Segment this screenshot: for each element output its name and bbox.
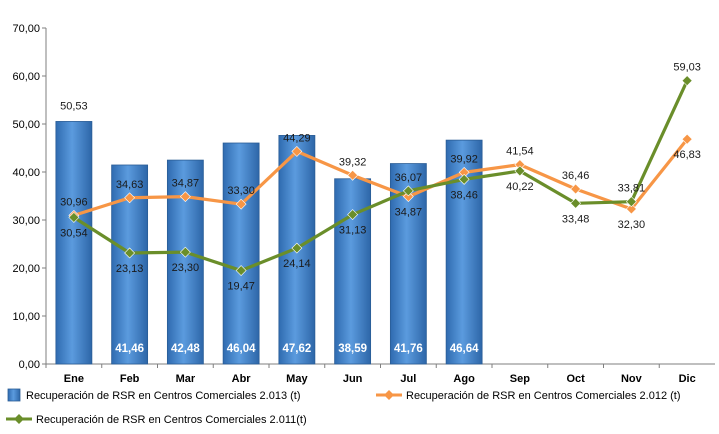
label-2012-feb: 34,63 xyxy=(116,179,144,191)
marker-2011-nov xyxy=(625,196,637,208)
bar-label-2013-ago: 46,64 xyxy=(450,343,479,355)
x-tick-label: Ago xyxy=(453,373,475,385)
marker-2011-mar xyxy=(179,246,191,258)
label-2011-jun: 31,13 xyxy=(339,225,367,237)
marker-2012-may xyxy=(291,145,303,157)
x-tick-label: Sep xyxy=(510,373,530,385)
marker-2011-dic xyxy=(681,75,693,87)
y-tick-label: 70,00 xyxy=(12,23,40,35)
label-2011-ago: 38,46 xyxy=(450,189,478,201)
marker-2011-ene xyxy=(68,211,80,223)
y-tick-label: 30,00 xyxy=(12,215,40,227)
marker-2011-feb xyxy=(124,247,136,259)
marker-2011-sep xyxy=(514,165,526,177)
legend-label-2011: Recuperación de RSR en Centros Comercial… xyxy=(36,414,307,426)
label-2012-abr: 33,30 xyxy=(227,185,255,197)
x-tick-label: Oct xyxy=(566,373,585,385)
label-2012-jun: 39,32 xyxy=(339,156,367,168)
label-2011-sep: 40,22 xyxy=(506,181,534,193)
marker-2011-may xyxy=(291,242,303,254)
bar-label-2013-jun: 38,59 xyxy=(338,343,367,355)
label-2011-oct: 33,48 xyxy=(562,213,590,225)
bar-label-2013-may: 47,62 xyxy=(282,343,311,355)
legend-marker-2011 xyxy=(14,414,24,424)
x-tick-label: Feb xyxy=(120,373,140,385)
bar-2013-jun xyxy=(334,178,372,365)
x-tick-label: Dic xyxy=(679,373,696,385)
bar-label-2013-jul: 41,76 xyxy=(394,343,423,355)
label-2012-mar: 34,87 xyxy=(172,178,200,190)
line-2011 xyxy=(73,79,689,273)
x-tick-label: Jul xyxy=(400,373,416,385)
line-2012 xyxy=(73,138,689,217)
marker-2011-jun xyxy=(347,209,359,221)
marker-2012-feb xyxy=(124,192,136,204)
legend-label-2012: Recuperación de RSR en Centros Comercial… xyxy=(406,390,681,402)
x-tick-label: May xyxy=(286,373,308,385)
marker-2012-nov xyxy=(625,203,637,215)
marker-2012-abr xyxy=(235,198,247,210)
label-2011-abr: 19,47 xyxy=(227,281,255,293)
x-tick-label: Abr xyxy=(232,373,252,385)
bar-label-2013-abr: 46,04 xyxy=(227,343,256,355)
label-2012-nov: 32,30 xyxy=(618,219,646,231)
marker-2011-abr xyxy=(235,265,247,276)
marker-2012-dic xyxy=(681,133,693,145)
marker-2011-ago xyxy=(458,173,470,185)
label-2012-sep: 41,54 xyxy=(506,146,534,158)
label-2011-mar: 23,30 xyxy=(172,262,200,274)
label-2012-may: 44,29 xyxy=(283,132,311,144)
legend-swatch-2013 xyxy=(7,388,21,402)
bar-2013-ene xyxy=(55,121,93,365)
marker-2012-oct xyxy=(570,183,582,195)
marker-2011-oct xyxy=(570,197,582,209)
marker-2012-mar xyxy=(179,191,191,203)
marker-2012-jun xyxy=(347,169,359,181)
y-tick-label: 40,00 xyxy=(12,167,40,179)
x-tick-label: Mar xyxy=(176,373,196,385)
label-2012-ene: 30,96 xyxy=(60,196,88,208)
label-2011-dic: 59,03 xyxy=(673,62,701,74)
y-tick-label: 20,00 xyxy=(12,263,40,275)
label-2011-feb: 23,13 xyxy=(116,263,144,275)
marker-2012-jul xyxy=(402,191,414,203)
label-2012-oct: 36,46 xyxy=(562,170,590,182)
y-tick-label: 60,00 xyxy=(12,71,40,83)
bar-label-2013-feb: 41,46 xyxy=(115,343,144,355)
x-tick-label: Nov xyxy=(621,373,643,385)
bar-label-2013-ene: 50,53 xyxy=(60,100,88,112)
label-2011-may: 24,14 xyxy=(283,258,311,270)
legend-marker-2012 xyxy=(384,390,394,400)
label-2012-jul: 34,87 xyxy=(395,207,423,219)
y-tick-label: 10,00 xyxy=(12,311,40,323)
marker-2011-jul xyxy=(402,185,414,197)
y-tick-label: 0,00 xyxy=(19,359,40,371)
label-2011-ene: 30,54 xyxy=(60,227,88,239)
label-2012-dic: 46,83 xyxy=(673,149,701,161)
bar-label-2013-mar: 42,48 xyxy=(171,343,200,355)
label-2011-jul: 36,07 xyxy=(395,172,423,184)
label-2012-ago: 39,92 xyxy=(450,153,478,165)
legend-label-2013: Recuperación de RSR en Centros Comercial… xyxy=(26,390,301,402)
label-2011-nov: 33,81 xyxy=(618,183,646,195)
x-tick-label: Ene xyxy=(64,373,84,385)
y-tick-label: 50,00 xyxy=(12,119,40,131)
bar-2013-abr xyxy=(222,142,260,365)
x-tick-label: Jun xyxy=(343,373,363,385)
